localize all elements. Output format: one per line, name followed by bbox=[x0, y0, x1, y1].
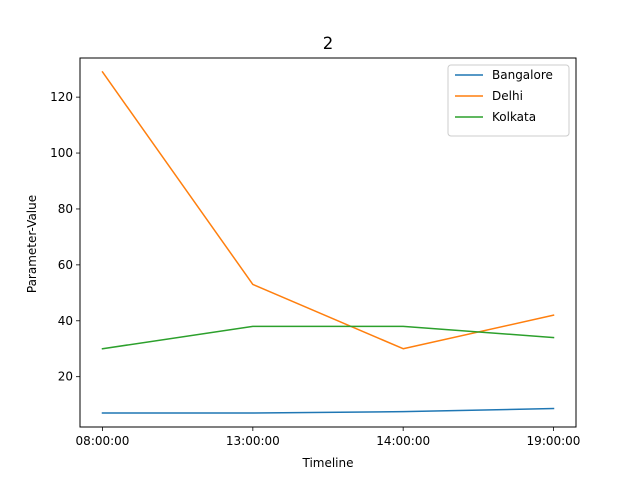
series-line-bangalore bbox=[101, 407, 555, 414]
axes-frame bbox=[79, 57, 577, 428]
x-tick-label: 08:00:00 bbox=[76, 434, 130, 448]
y-tick-label: 100 bbox=[50, 146, 73, 160]
legend-label-bangalore: Bangalore bbox=[492, 68, 553, 82]
x-axis-label: Timeline bbox=[301, 456, 353, 470]
y-tick-label: 40 bbox=[58, 314, 73, 328]
x-tick-label: 19:00:00 bbox=[527, 434, 581, 448]
legend-label-delhi: Delhi bbox=[492, 89, 523, 103]
x-tick-label: 14:00:00 bbox=[376, 434, 430, 448]
legend-box bbox=[447, 64, 570, 137]
y-axis-label: Parameter-Value bbox=[25, 195, 39, 293]
x-tick-label: 13:00:00 bbox=[226, 434, 280, 448]
plot-area: 08:00:00 13:00:00 14:00:00 19:00:00 20 40 60 80… bbox=[50, 70, 581, 448]
y-tick-label: 120 bbox=[50, 90, 73, 104]
legend-label-kolkata: Kolkata bbox=[492, 110, 536, 124]
y-tick-label: 80 bbox=[58, 202, 73, 216]
legend: Bangalore Delhi Kolkata bbox=[447, 64, 570, 137]
series-line-kolkata bbox=[101, 325, 555, 350]
chart-title: 2 bbox=[323, 34, 334, 53]
y-tick-label: 60 bbox=[58, 258, 73, 272]
y-tick-label: 20 bbox=[58, 370, 73, 384]
